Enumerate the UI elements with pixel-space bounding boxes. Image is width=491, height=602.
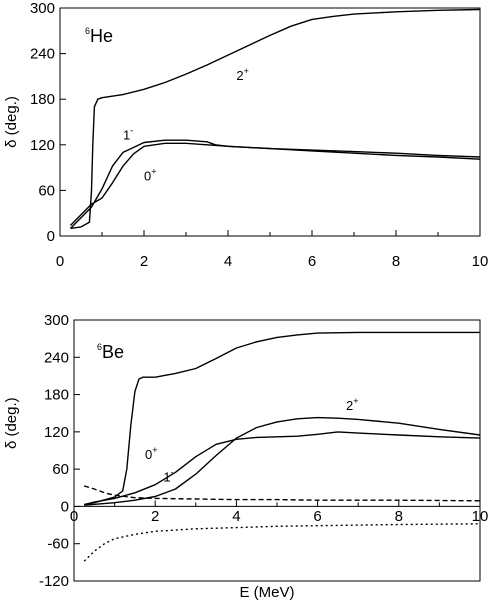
y-tick-label: 0 <box>61 498 69 515</box>
series-label: 1- <box>123 125 133 142</box>
x-tick-label: 6 <box>308 253 316 270</box>
series-line-0plus <box>70 142 481 226</box>
x-tick-label: 0 <box>56 253 64 270</box>
y-tick-label: 0 <box>47 228 55 245</box>
panel-label: 6Be <box>97 342 124 362</box>
plot-frame <box>59 7 481 237</box>
y-tick-label: 180 <box>30 91 55 108</box>
y-tick-label: 120 <box>30 137 55 154</box>
y-axis-title: δ (deg.) <box>3 96 20 148</box>
y-tick-label: 300 <box>44 312 69 329</box>
series-label: 2+ <box>346 396 359 413</box>
y-tick-label: 180 <box>44 387 69 404</box>
y-tick-label: 240 <box>44 349 69 366</box>
y-tick-label: 240 <box>30 46 55 63</box>
y-tick-label: 120 <box>44 424 69 441</box>
series-line-2plus <box>70 8 481 230</box>
panel-label: 6He <box>85 26 113 46</box>
y-tick-label: 60 <box>38 182 55 199</box>
x-tick-label: 8 <box>392 253 400 270</box>
x-tick-label: 6 <box>313 508 321 525</box>
y-tick-label: 300 <box>30 0 55 17</box>
y-axis-title: δ (deg.) <box>3 397 20 449</box>
y-tick-label: -60 <box>47 536 69 553</box>
x-tick-label: 4 <box>232 508 240 525</box>
series-label: 2+ <box>236 66 249 83</box>
x-tick-label: 4 <box>224 253 232 270</box>
x-tick-label: 2 <box>140 253 148 270</box>
x-tick-label: 0 <box>70 508 78 525</box>
y-tick-label: -120 <box>39 573 69 590</box>
series-line-2plus <box>84 416 481 506</box>
series-line-1minus <box>84 431 481 506</box>
series-label: 1- <box>163 468 173 485</box>
x-tick-label: 10 <box>472 508 489 525</box>
top-panel-he6: 0 2 4 6 8 10 0 60 120 180 240 300 δ (deg.) 6He 2+ 1- 0+ <box>3 0 488 270</box>
series-line-dashed <box>83 485 481 502</box>
y-tick-label: 60 <box>52 461 69 478</box>
series-line-0plus <box>84 331 480 506</box>
series-label: 0+ <box>145 445 158 462</box>
x-tick-label: 10 <box>472 253 489 270</box>
x-tick-label: 8 <box>395 508 403 525</box>
series-line-dotted <box>83 523 481 562</box>
plot-frame <box>73 319 481 582</box>
series-label: 0+ <box>144 167 157 184</box>
x-tick-label: 2 <box>151 508 159 525</box>
series-line-1minus <box>70 139 481 229</box>
x-axis-title: E (MeV) <box>239 584 294 601</box>
